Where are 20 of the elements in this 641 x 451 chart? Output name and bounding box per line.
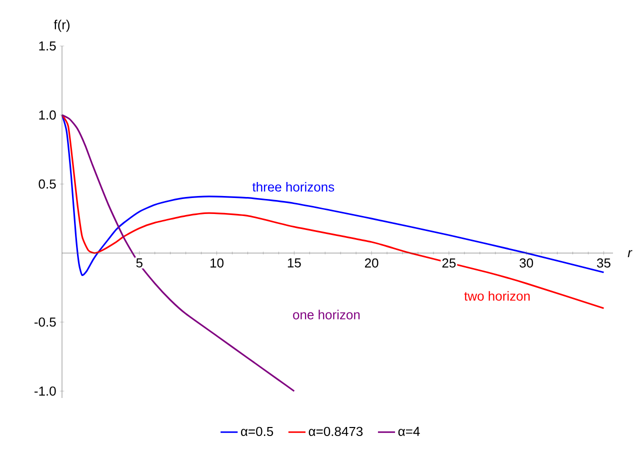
x-tick-label: 35 xyxy=(596,258,610,268)
y-tick-label: 0.5 xyxy=(38,179,56,189)
y-tick-label: 1.0 xyxy=(39,110,56,120)
annotation: two horizon xyxy=(464,291,530,301)
y-axis-title: f(r) xyxy=(54,20,70,32)
y-tick-label: 1.5 xyxy=(39,41,56,51)
y-tick-label: -0.5 xyxy=(34,317,56,327)
legend-label: α=4 xyxy=(398,426,420,436)
x-tick-label: 5 xyxy=(136,258,142,268)
x-tick-label: 25 xyxy=(442,258,456,268)
x-tick-label: 20 xyxy=(364,258,378,268)
x-tick-label: 10 xyxy=(210,258,224,268)
x-tick-label: 15 xyxy=(288,258,301,268)
annotation: one horizon xyxy=(293,310,360,320)
legend-label: α=0.8473 xyxy=(308,426,363,436)
annotation: three horizons xyxy=(252,182,334,192)
legend-label: α=0.5 xyxy=(240,426,274,436)
x-tick-label: 30 xyxy=(520,258,534,268)
x-axis-title: r xyxy=(628,250,632,258)
y-tick-label: -1.0 xyxy=(34,386,56,396)
